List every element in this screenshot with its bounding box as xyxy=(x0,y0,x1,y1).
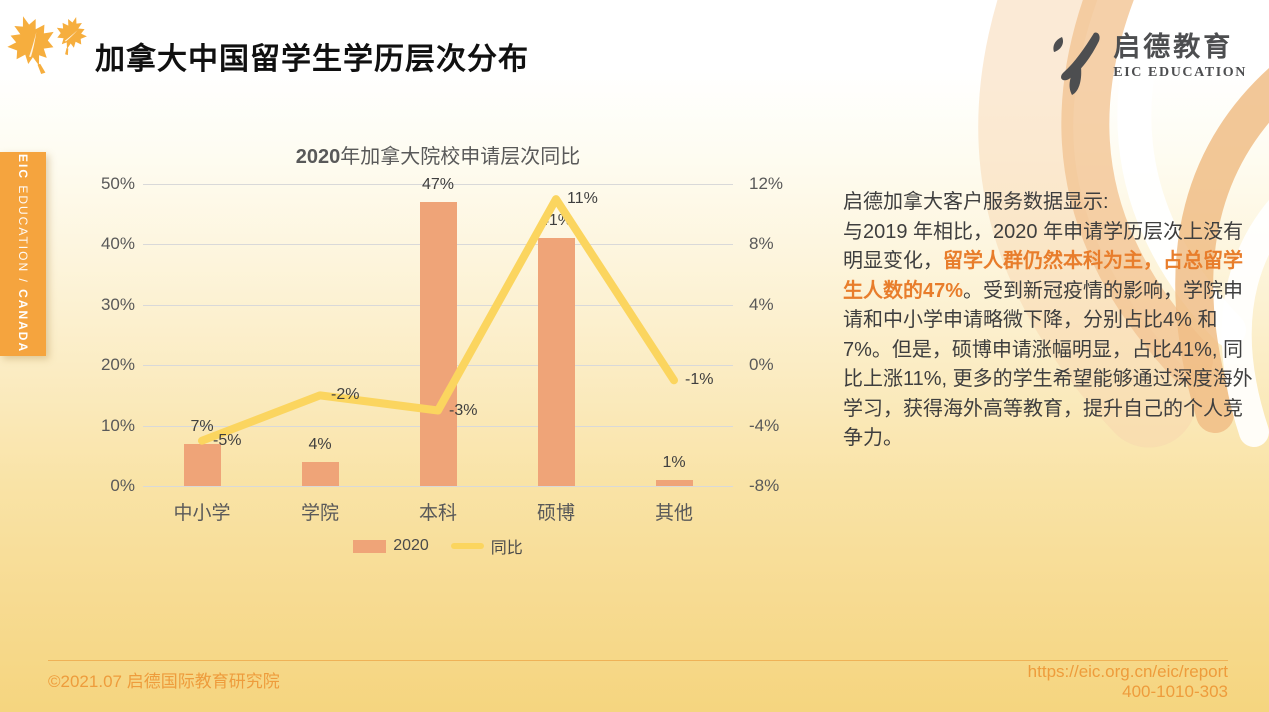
line-value-label: -3% xyxy=(449,401,478,419)
insight-paragraph: 与2019 年相比，2020 年申请学历层次上没有明显变化，留学人群仍然本科为主… xyxy=(843,218,1261,454)
chart-title-rest: 年加拿大院校申请层次同比 xyxy=(340,146,581,168)
x-category-label: 本科 xyxy=(418,503,457,524)
tab-canada: CANADA xyxy=(16,289,30,354)
y-axis-left-tick: 20% xyxy=(100,355,135,375)
legend-swatch-line xyxy=(450,543,484,549)
y-axis-right-tick: 0% xyxy=(749,355,774,375)
bar xyxy=(419,202,457,486)
bar xyxy=(301,461,339,486)
legend-label: 2020 xyxy=(393,537,429,554)
page-title: 加拿大中国留学生学历层次分布 xyxy=(95,43,529,76)
line-value-label: 11% xyxy=(567,190,598,208)
line-value-label: -5% xyxy=(213,431,242,449)
gridline xyxy=(143,486,733,487)
insight-highlight: 留学人群仍然本科为主，占总留学生人数的47% xyxy=(843,250,1243,302)
combo-chart: 2020年加拿大院校申请层次同比 0% -8% 10% -4% 20% 0% 30% 4% 40… xyxy=(88,138,793,570)
chart-title-year: 2020 xyxy=(295,146,341,168)
x-category-label: 学院 xyxy=(300,503,339,524)
bar xyxy=(537,238,575,486)
gridline xyxy=(143,184,733,185)
legend-swatch-bar xyxy=(353,539,387,553)
footer-divider xyxy=(48,660,1228,661)
bar-value-label: 7% xyxy=(190,417,214,435)
eic-logo-name-cn: 启德教育 xyxy=(1113,32,1234,62)
y-axis-right-tick: -4% xyxy=(749,415,780,435)
y-axis-left-tick: 40% xyxy=(100,234,135,254)
eic-logo-text: 启德教育 EIC EDUCATION xyxy=(1113,30,1247,81)
x-category-label: 中小学 xyxy=(173,503,231,524)
y-axis-left-tick: 50% xyxy=(100,174,135,193)
footer-copyright: ©2021.07 启德国际教育研究院 xyxy=(48,672,280,691)
chart-title: 2020年加拿大院校申请层次同比 xyxy=(143,140,733,169)
footer-links: https://eic.org.cn/eic/report 400-1010-3… xyxy=(1028,662,1228,701)
y-axis-left-tick: 10% xyxy=(100,415,135,435)
x-category-label: 其他 xyxy=(654,503,693,524)
line-series xyxy=(198,195,678,445)
insight-heading: 启德加拿大客户服务数据显示: xyxy=(843,191,1109,213)
y-axis-right-tick: 4% xyxy=(749,294,774,314)
legend-label: 同比 xyxy=(490,540,523,557)
plot-area: 0% -8% 10% -4% 20% 0% 30% 4% 40% 8% 50% 12% 7% 中小学 4% 学… xyxy=(101,175,783,524)
line-value-label: -1% xyxy=(685,371,714,389)
bar-value-label: 47% xyxy=(421,176,455,194)
y-axis-right-tick: 12% xyxy=(749,174,784,193)
y-axis-left-tick: 30% xyxy=(100,294,135,314)
eic-logo-icon xyxy=(1053,32,1100,95)
y-axis-right-tick: 8% xyxy=(749,234,774,254)
tab-education: EDUCATION / xyxy=(16,180,30,290)
y-axis-left-tick: 0% xyxy=(110,476,135,495)
line-value-label: -2% xyxy=(331,386,360,404)
footer-url: https://eic.org.cn/eic/report xyxy=(1027,662,1228,681)
x-category-label: 硕博 xyxy=(536,503,575,524)
sidebar-tab-canada: EIC EDUCATION / CANADA xyxy=(0,152,46,356)
bar xyxy=(655,479,693,486)
insight-panel: 启德加拿大客户服务数据显示: 与2019 年相比，2020 年申请学历层次上没有… xyxy=(843,188,1261,454)
tab-eic: EIC xyxy=(16,154,30,181)
y-axis-right-tick: -8% xyxy=(749,476,780,495)
footer-phone: 400-1010-303 xyxy=(1122,681,1228,701)
legend-item-2020: 2020 xyxy=(353,537,429,555)
maple-leaves-icon xyxy=(7,16,87,74)
chart-legend: 2020 同比 xyxy=(143,534,733,558)
eic-logo: 启德教育 EIC EDUCATION xyxy=(1037,30,1247,100)
insight-text-before: 与2019 年相比，2020 年申请学历层次上没有明显变化， xyxy=(843,220,1244,273)
sidebar-tab-label: EIC EDUCATION / CANADA xyxy=(16,154,30,353)
legend-item-同比: 同比 xyxy=(450,534,523,558)
bar xyxy=(183,443,221,486)
eic-logo-name-en: EIC EDUCATION xyxy=(1113,65,1247,80)
insight-text-after: 。受到新冠疫情的影响，学院申请和中小学申请略微下降，分别占比4% 和7%。但是，… xyxy=(843,279,1253,450)
bar-value-label: 1% xyxy=(662,453,686,471)
bar-value-label: 4% xyxy=(308,435,332,453)
